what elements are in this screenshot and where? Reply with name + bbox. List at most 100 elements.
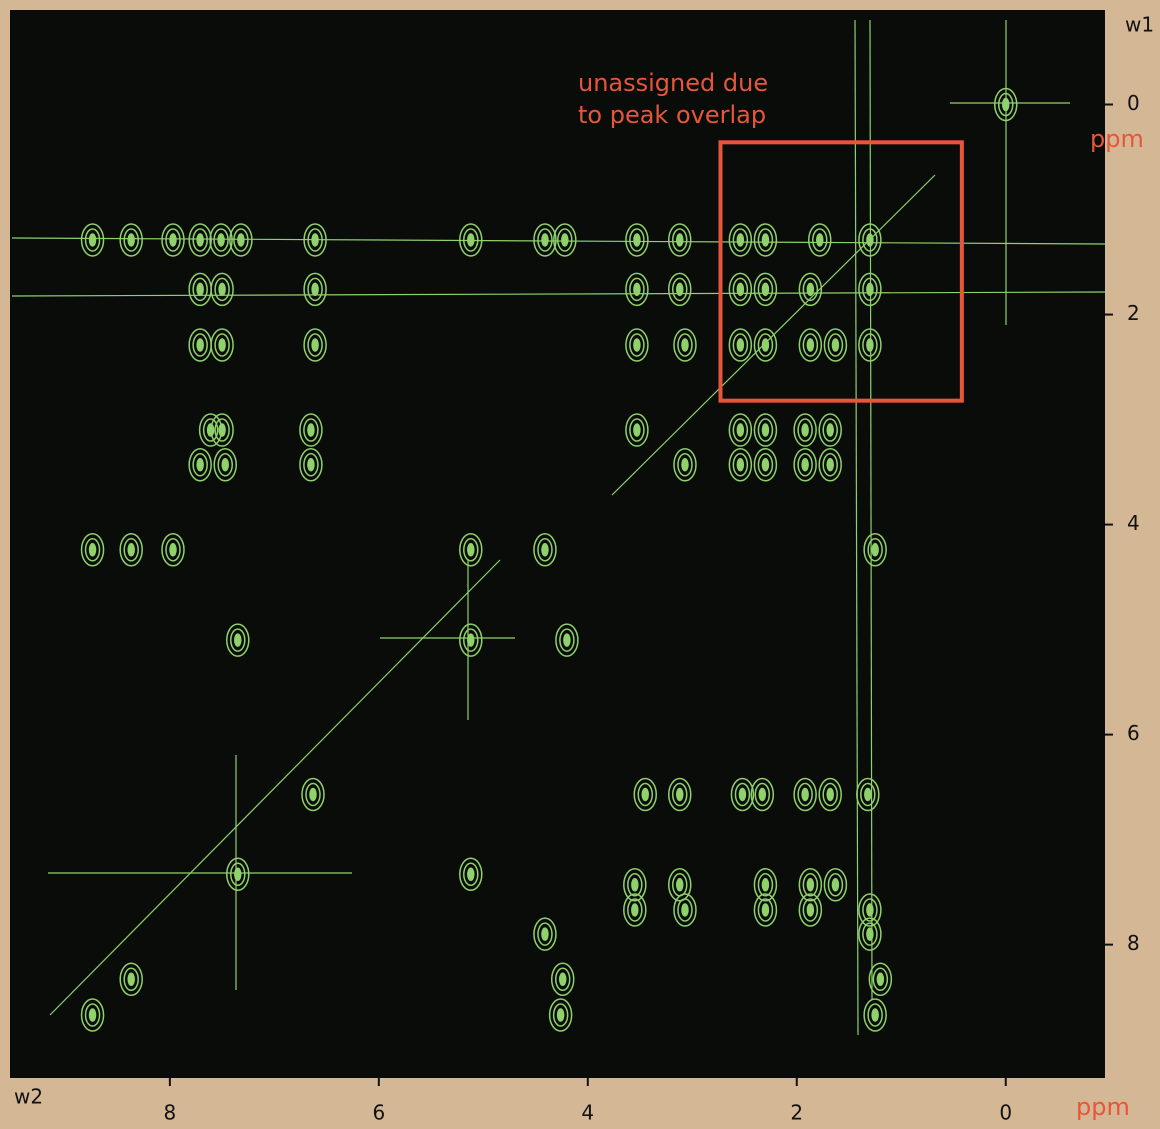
peak-contour: [739, 788, 745, 800]
x-tick-label: 0: [999, 1101, 1012, 1125]
annotation: unassigned due: [578, 69, 768, 97]
peak-contour: [468, 544, 474, 556]
peak-contour: [308, 459, 314, 471]
y-axis-name: w1: [1125, 13, 1154, 37]
peak-contour: [762, 904, 768, 916]
peak-contour: [632, 879, 638, 891]
peak-contour: [219, 339, 225, 351]
peak-contour: [762, 234, 768, 246]
peak-contour: [759, 788, 765, 800]
peak-contour: [235, 868, 241, 880]
peak-contour: [642, 788, 648, 800]
y-tick-label: 6: [1127, 721, 1140, 745]
y-tick-label: 8: [1127, 931, 1140, 955]
peak-contour: [219, 424, 225, 436]
peak-contour: [562, 234, 568, 246]
peak-contour: [542, 234, 548, 246]
peak-contour: [560, 973, 566, 985]
peak-contour: [682, 904, 688, 916]
peak-contour: [872, 1009, 878, 1021]
peak-contour: [677, 788, 683, 800]
peak-contour: [737, 339, 743, 351]
y-tick-label: 4: [1127, 511, 1140, 535]
x-tick-label: 2: [790, 1101, 803, 1125]
peak-contour: [90, 544, 96, 556]
peak-contour: [677, 234, 683, 246]
peak-contour: [867, 339, 873, 351]
peak-contour: [802, 788, 808, 800]
peak-contour: [827, 459, 833, 471]
peak-contour: [312, 234, 318, 246]
peak-contour: [867, 283, 873, 295]
peak-contour: [197, 339, 203, 351]
peak-contour: [1003, 99, 1009, 111]
peak-contour: [807, 283, 813, 295]
peak-contour: [128, 544, 134, 556]
peak-contour: [128, 234, 134, 246]
peak-contour: [634, 283, 640, 295]
peak-contour: [468, 234, 474, 246]
peak-contour: [762, 283, 768, 295]
peak-contour: [170, 544, 176, 556]
peak-contour: [817, 234, 823, 246]
peak-contour: [90, 234, 96, 246]
peak-contour: [832, 879, 838, 891]
peak-contour: [737, 424, 743, 436]
peak-contour: [737, 283, 743, 295]
peak-contour: [312, 339, 318, 351]
peak-contour: [542, 544, 548, 556]
x-axis-name: w2: [14, 1085, 43, 1109]
x-tick-label: 8: [163, 1101, 176, 1125]
peak-contour: [558, 1009, 564, 1021]
peak-contour: [762, 339, 768, 351]
peak-contour: [677, 283, 683, 295]
peak-contour: [197, 283, 203, 295]
y-tick-label: 0: [1127, 91, 1140, 115]
peak-contour: [682, 459, 688, 471]
peak-contour: [737, 234, 743, 246]
peak-contour: [677, 879, 683, 891]
y-tick-label: 2: [1127, 301, 1140, 325]
peak-contour: [865, 788, 871, 800]
peak-contour: [762, 879, 768, 891]
peak-contour: [634, 234, 640, 246]
peak-contour: [827, 424, 833, 436]
peak-contour: [90, 1009, 96, 1021]
peak-contour: [807, 904, 813, 916]
peak-contour: [218, 234, 224, 246]
peak-contour: [468, 634, 474, 646]
peak-contour: [235, 634, 241, 646]
peak-contour: [867, 234, 873, 246]
peak-contour: [807, 879, 813, 891]
peak-contour: [802, 424, 808, 436]
peak-contour: [872, 544, 878, 556]
peak-contour: [564, 634, 570, 646]
peak-contour: [312, 283, 318, 295]
peak-contour: [128, 973, 134, 985]
peak-contour: [682, 339, 688, 351]
y-axis-label: ppm: [1090, 125, 1144, 153]
peak-contour: [877, 973, 883, 985]
peak-contour: [197, 234, 203, 246]
peak-contour: [222, 459, 228, 471]
chart: w1 ppm w2 ppm unassigned due to peak ove…: [0, 0, 1160, 1129]
annotation: to peak overlap: [578, 101, 766, 129]
peak-contour: [807, 339, 813, 351]
peak-contour: [310, 788, 316, 800]
peak-contour: [219, 283, 225, 295]
x-tick-label: 4: [581, 1101, 594, 1125]
peak-contour: [170, 234, 176, 246]
x-tick-label: 6: [372, 1101, 385, 1125]
peak-contour: [867, 928, 873, 940]
peak-contour: [197, 459, 203, 471]
page: w1 ppm w2 ppm unassigned due to peak ove…: [0, 0, 1160, 1129]
peak-contour: [542, 928, 548, 940]
peak-contour: [634, 424, 640, 436]
peak-contour: [762, 459, 768, 471]
peak-contour: [827, 788, 833, 800]
peak-contour: [867, 904, 873, 916]
peak-contour: [468, 868, 474, 880]
x-axis-label: ppm: [1076, 1093, 1130, 1121]
peak-contour: [762, 424, 768, 436]
peak-contour: [832, 339, 838, 351]
